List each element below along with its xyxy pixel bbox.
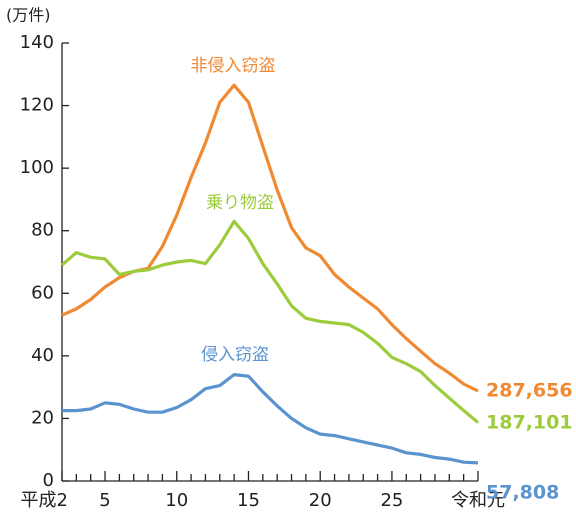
y-tick-label: 140: [20, 32, 54, 53]
x-tick-label: 20: [309, 490, 332, 511]
x-tick-label: 10: [165, 490, 188, 511]
x-tick-label: 令和元: [451, 490, 505, 511]
series-name: 非侵入窃盗: [191, 56, 276, 76]
y-tick-label: 120: [20, 95, 54, 116]
x-tick-label: 平成2: [21, 490, 68, 511]
series-name: 侵入窃盗: [201, 345, 269, 365]
series-line: [60, 219, 480, 424]
series-line: [61, 83, 479, 393]
value-label: 187,101: [486, 412, 573, 434]
y-tick-label: 100: [20, 157, 54, 178]
series-line: [62, 373, 479, 465]
y-tick-label: 80: [31, 220, 54, 241]
y-tick-label: 40: [31, 345, 54, 366]
y-tick-label: 20: [31, 407, 54, 428]
x-tick-label: 25: [380, 490, 403, 511]
value-label: 57,808: [486, 482, 559, 504]
series-name: 乗り物盗: [206, 193, 274, 213]
y-tick-label: 60: [31, 282, 54, 303]
value-label: 287,656: [486, 380, 573, 402]
y-axis-label: (万件): [6, 6, 51, 25]
y-tick-label: 0: [43, 470, 54, 491]
x-tick-label: 15: [237, 490, 260, 511]
x-tick-label: 5: [99, 490, 110, 511]
